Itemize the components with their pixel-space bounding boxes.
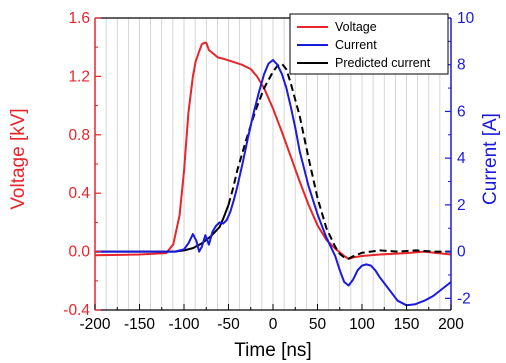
right-y-tick-label: 8: [457, 57, 466, 74]
right-y-tick-label: 10: [457, 10, 475, 27]
left-y-tick-label: 1.2: [68, 68, 90, 85]
series-line-current: [95, 59, 452, 307]
x-tick-label: 150: [394, 316, 420, 333]
x-tick-label: 200: [438, 316, 464, 333]
series-layer: [94, 41, 452, 307]
left-y-tick-label: 0.8: [68, 127, 90, 144]
x-tick-label: -50: [217, 316, 240, 333]
right-y-axis-label: Current [A]: [480, 113, 501, 205]
x-axis-label: Time [ns]: [234, 340, 311, 361]
left-y-tick-label: -0.4: [63, 302, 90, 319]
x-tick-label: 100: [349, 316, 375, 333]
right-y-tick-label: -2: [457, 290, 471, 307]
grid-layer: [105, 18, 441, 310]
axes-layer: -200 -150 -100 -50 0 50 100 150 200-0.40.00.40.8…: [63, 10, 474, 333]
x-tick-label: 50: [309, 316, 327, 333]
x-tick-label: -150: [124, 316, 155, 333]
right-y-tick-label: 2: [457, 197, 466, 214]
legend-label-predicted-current: Predicted current: [335, 56, 431, 70]
legend-label-current: Current: [335, 38, 377, 52]
series-line-predicted-current-dashed: [227, 62, 451, 260]
left-y-tick-label: 0.4: [68, 185, 90, 202]
left-y-axis-label: Voltage [kV]: [8, 108, 29, 209]
legend-label-voltage: Voltage: [335, 20, 377, 34]
x-tick-label: -200: [79, 316, 110, 333]
right-y-tick-label: 0: [457, 244, 466, 261]
left-y-tick-label: 1.6: [68, 10, 90, 27]
right-y-tick-label: 4: [457, 150, 466, 167]
x-tick-label: -100: [168, 316, 199, 333]
left-y-tick-label: 0.0: [68, 244, 90, 261]
legend: Voltage Current Predicted current: [289, 13, 449, 75]
x-tick-label: 0: [269, 316, 278, 333]
right-y-tick-label: 6: [457, 103, 466, 120]
